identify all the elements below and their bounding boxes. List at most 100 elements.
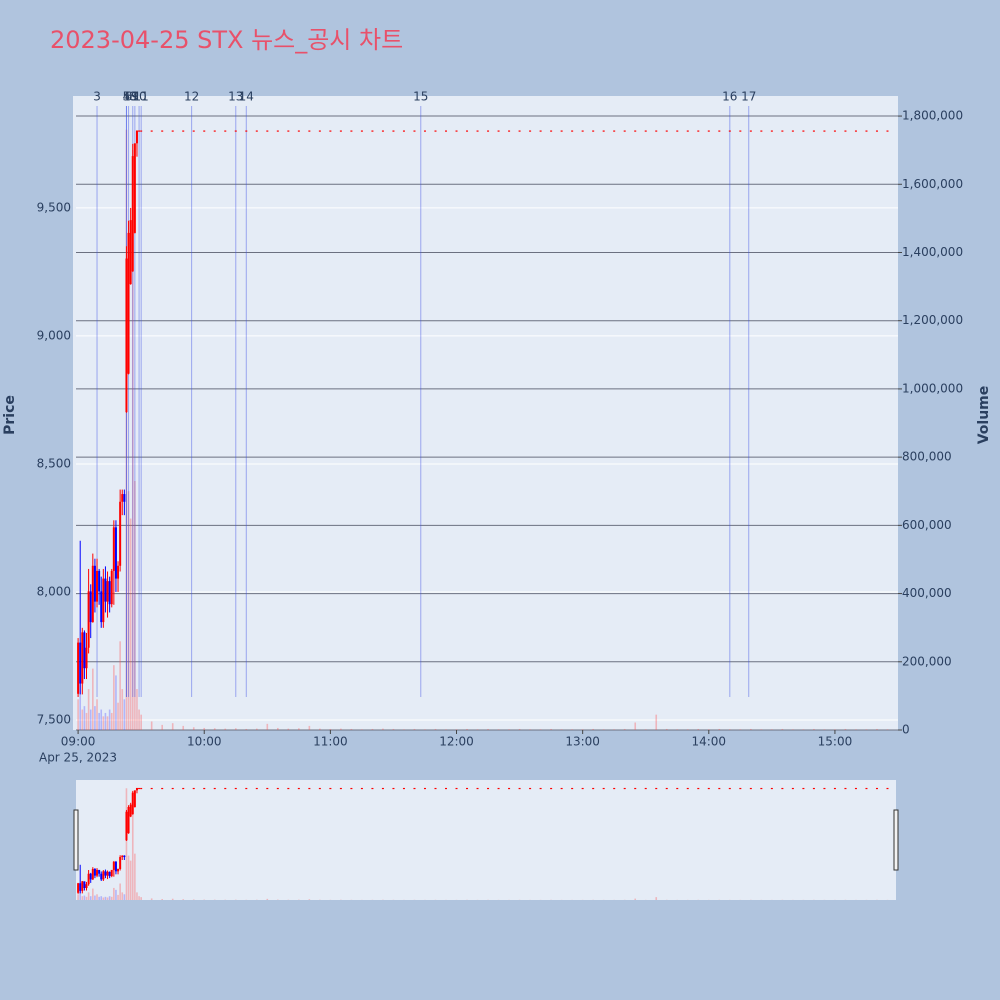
mini-candle-body [718, 787, 721, 790]
candle-body [875, 130, 878, 132]
candle-body [77, 642, 80, 694]
mini-candle-body [592, 787, 595, 790]
mini-candle-body [550, 787, 553, 790]
mini-candle-body [192, 787, 195, 790]
range-slider[interactable] [76, 780, 896, 900]
event-label: 9 [131, 90, 139, 104]
mini-volume-bar [77, 894, 79, 900]
mini-volume-bar [87, 892, 90, 900]
volume-bar [602, 729, 605, 730]
candle-body [833, 130, 836, 132]
volume-bar [403, 729, 405, 730]
volume-bar [729, 729, 731, 730]
mini-candle-body [707, 787, 710, 790]
volume-bar [855, 729, 857, 730]
candle-body [350, 130, 353, 132]
candle-body [131, 156, 134, 272]
mini-candle-body [455, 787, 458, 790]
candle-body [487, 130, 490, 132]
mini-candle-body [161, 787, 164, 790]
mini-candle-body [487, 787, 490, 790]
mini-candle-body [581, 787, 584, 790]
candle-body [781, 130, 784, 132]
mini-volume-bar [96, 894, 98, 900]
volume-bar [550, 728, 552, 730]
volume-bar [89, 709, 92, 730]
candle-body [445, 130, 448, 132]
candle-body [203, 130, 206, 132]
mini-candle-body [89, 873, 92, 880]
candle-body [125, 258, 128, 413]
volume-bar [224, 728, 227, 730]
plot-area [73, 96, 898, 730]
candle-body [135, 130, 138, 144]
candle-body [106, 581, 109, 602]
y2-tick-label: 0 [902, 723, 910, 737]
candle-body [213, 130, 216, 132]
candle-body [112, 527, 115, 571]
volume-bar [455, 729, 458, 730]
volume-bar [245, 728, 248, 730]
volume-bar [182, 725, 185, 730]
mini-candle-body [644, 787, 647, 790]
y2-tick-label: 1,000,000 [902, 381, 963, 395]
candle-body [392, 130, 395, 132]
volume-bar [81, 709, 84, 730]
candle-body [676, 130, 679, 132]
mini-candle-body [339, 787, 342, 790]
mini-volume-bar [108, 896, 111, 900]
volume-bar [92, 668, 94, 730]
mini-candle-body [655, 787, 658, 790]
mini-candle-body [402, 787, 405, 790]
mini-candle-body [812, 787, 815, 790]
candle-body [634, 130, 637, 132]
candle-body [108, 581, 111, 605]
mini-candle-body [81, 881, 84, 891]
candle-body [308, 130, 311, 132]
mini-volume-bar [171, 898, 174, 900]
volume-bar [125, 129, 128, 730]
mini-candle-body [476, 787, 479, 790]
candle-body [508, 130, 511, 132]
mini-candle-body [697, 787, 700, 790]
mini-volume-bar [115, 889, 117, 900]
volume-bar [613, 729, 615, 730]
mini-candle-body [150, 787, 153, 790]
mini-candle-body [77, 883, 80, 893]
volume-bar [644, 729, 647, 730]
mini-candle-body [508, 787, 511, 790]
y2-tick-label: 1,400,000 [902, 245, 963, 259]
candle-body [455, 130, 458, 132]
y2-tick-label: 600,000 [902, 518, 952, 532]
x-tick-label: 15:00 [818, 735, 853, 749]
volume-bar [560, 729, 563, 730]
mini-volume-bar [110, 896, 113, 900]
volume-bar [117, 702, 119, 730]
volume-bar [497, 729, 500, 730]
mini-candle-body [371, 787, 374, 790]
event-label: 14 [239, 90, 254, 104]
chart-title: 2023-04-25 STX 뉴스_공시 차트 [50, 26, 403, 54]
volume-bar [113, 665, 115, 730]
volume-bar [466, 728, 468, 730]
mini-candle-body [770, 787, 773, 790]
volume-bar [571, 729, 573, 730]
mini-volume-bar [81, 896, 84, 900]
candle-body [133, 143, 136, 233]
candle-body [100, 591, 103, 623]
mini-candle-body [114, 861, 117, 872]
candle-body [844, 130, 847, 132]
volume-bar [592, 728, 594, 730]
candle-body [865, 130, 868, 132]
volume-bar [98, 712, 100, 730]
candle-body [255, 130, 258, 132]
candle-body [245, 130, 248, 132]
event-label: 12 [184, 90, 199, 104]
range-handle[interactable] [893, 809, 899, 871]
y2-tick-label: 1,200,000 [902, 313, 963, 327]
volume-bar [834, 729, 836, 730]
range-handle[interactable] [73, 809, 79, 871]
candle-body [224, 130, 227, 132]
event-label: 10 [131, 90, 146, 104]
mini-candle-body [791, 787, 794, 790]
